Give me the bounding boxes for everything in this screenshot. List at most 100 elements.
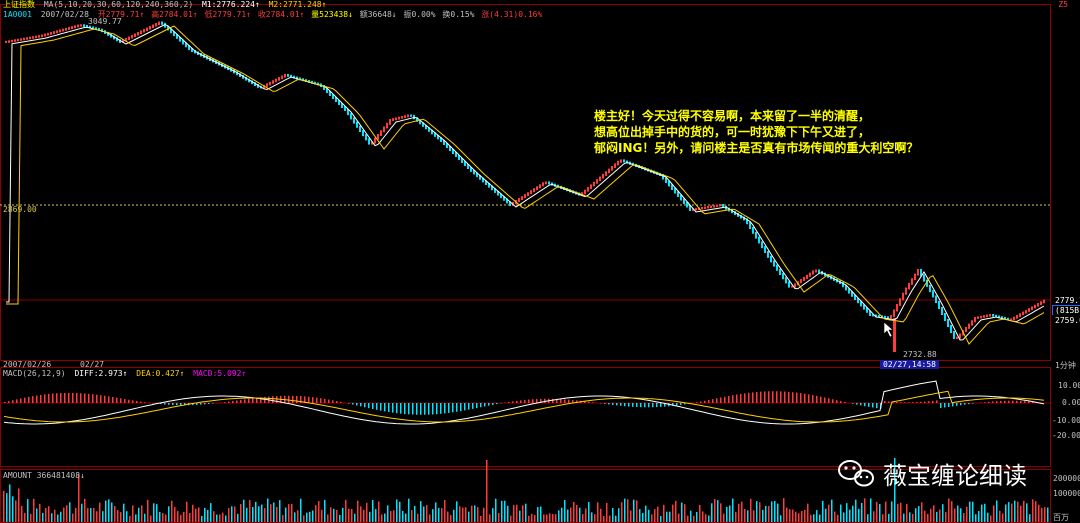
macd-bar	[20, 398, 22, 403]
index-name[interactable]: 上证指数	[3, 0, 35, 9]
macd-bar	[236, 400, 238, 403]
candle	[32, 36, 34, 39]
candle	[665, 177, 667, 183]
amount-unit: 百万	[1053, 513, 1069, 522]
macd-bar	[424, 403, 426, 415]
macd-bar	[492, 403, 494, 405]
macd-bar	[884, 401, 886, 403]
candle	[449, 146, 451, 151]
amount-bar	[396, 499, 398, 522]
amount-bar	[897, 503, 899, 522]
macd-bar	[680, 403, 682, 405]
candle	[323, 85, 325, 90]
candle	[407, 114, 409, 118]
amount-bar	[120, 512, 122, 522]
macd-bar	[1012, 400, 1014, 403]
amount-bar	[480, 515, 482, 522]
amount-bar	[420, 501, 422, 522]
period-label[interactable]: 1分钟	[1055, 361, 1076, 370]
amount-bar	[486, 460, 488, 522]
macd-bar	[856, 403, 858, 405]
amount-bar	[141, 505, 143, 522]
candle	[602, 173, 604, 179]
candle	[359, 125, 361, 132]
candle	[131, 35, 133, 39]
macd-bar	[144, 402, 146, 403]
amount-bar	[555, 514, 557, 522]
candle	[749, 222, 751, 229]
macd-bar	[656, 403, 658, 408]
amount-bar	[846, 503, 848, 522]
candle	[941, 307, 943, 315]
macd-bar	[1000, 400, 1002, 403]
candle	[857, 298, 859, 304]
candle	[818, 269, 820, 274]
amount-bar	[306, 512, 308, 522]
candle	[758, 236, 760, 244]
amount-bar	[402, 511, 404, 522]
candle	[1040, 301, 1042, 305]
macd-bar	[28, 396, 30, 403]
candle	[44, 33, 46, 37]
candle	[272, 80, 274, 84]
amount-bar	[48, 506, 50, 522]
macd-bar	[528, 399, 530, 403]
candle	[173, 31, 175, 37]
amount-bar	[450, 515, 452, 522]
amount-tick-1: 100000	[1053, 489, 1080, 498]
amount-bar	[594, 514, 596, 522]
macd-bar	[36, 395, 38, 403]
macd-bar	[64, 392, 66, 403]
candle	[539, 184, 541, 189]
amount-bar	[816, 510, 818, 522]
candle	[368, 138, 370, 145]
candle	[737, 213, 739, 217]
macd-bar	[200, 403, 202, 405]
amount-bar	[138, 507, 140, 522]
amount-bar	[960, 508, 962, 522]
amount-bar	[327, 514, 329, 522]
macd-bar	[128, 399, 130, 403]
ma-params[interactable]: MA(5,10,20,30,60,120,240,360,2)	[43, 0, 194, 9]
candle	[755, 231, 757, 239]
amount-bar	[939, 509, 941, 522]
candle	[62, 28, 64, 32]
candle	[773, 260, 775, 267]
candle	[341, 103, 343, 108]
candle	[23, 37, 25, 41]
macd-bar	[228, 401, 230, 403]
macd-bar	[532, 399, 534, 403]
macd-bar	[1020, 400, 1022, 403]
candle	[101, 28, 103, 33]
macd-bar	[140, 401, 142, 403]
amount-bar	[684, 504, 686, 522]
macd-bar	[716, 398, 718, 403]
candle	[74, 25, 76, 29]
macd-title[interactable]: MACD(26,12,9)	[3, 369, 66, 378]
amount-title[interactable]: AMOUNT 366481408↓	[3, 471, 85, 480]
amount-bar	[762, 509, 764, 522]
amount-bar	[492, 508, 494, 522]
macd-bar	[252, 398, 254, 403]
candle	[476, 172, 478, 178]
macd-bar	[720, 397, 722, 403]
amount-bar	[45, 507, 47, 522]
amount-bar	[702, 511, 704, 522]
amount-bar	[21, 505, 23, 522]
candle	[995, 314, 997, 318]
amount-bar	[588, 501, 590, 522]
macd-bar	[908, 402, 910, 403]
amount-bar	[996, 500, 998, 522]
macd-bar	[412, 403, 414, 415]
candle	[746, 218, 748, 225]
amount-bar	[300, 498, 302, 522]
amount-bar	[102, 511, 104, 522]
candle	[290, 74, 292, 78]
candle	[731, 209, 733, 214]
candle	[248, 78, 250, 83]
candle	[1001, 316, 1003, 319]
amount-bar	[30, 513, 32, 522]
amount-bar	[858, 508, 860, 522]
macd-bar	[752, 392, 754, 403]
